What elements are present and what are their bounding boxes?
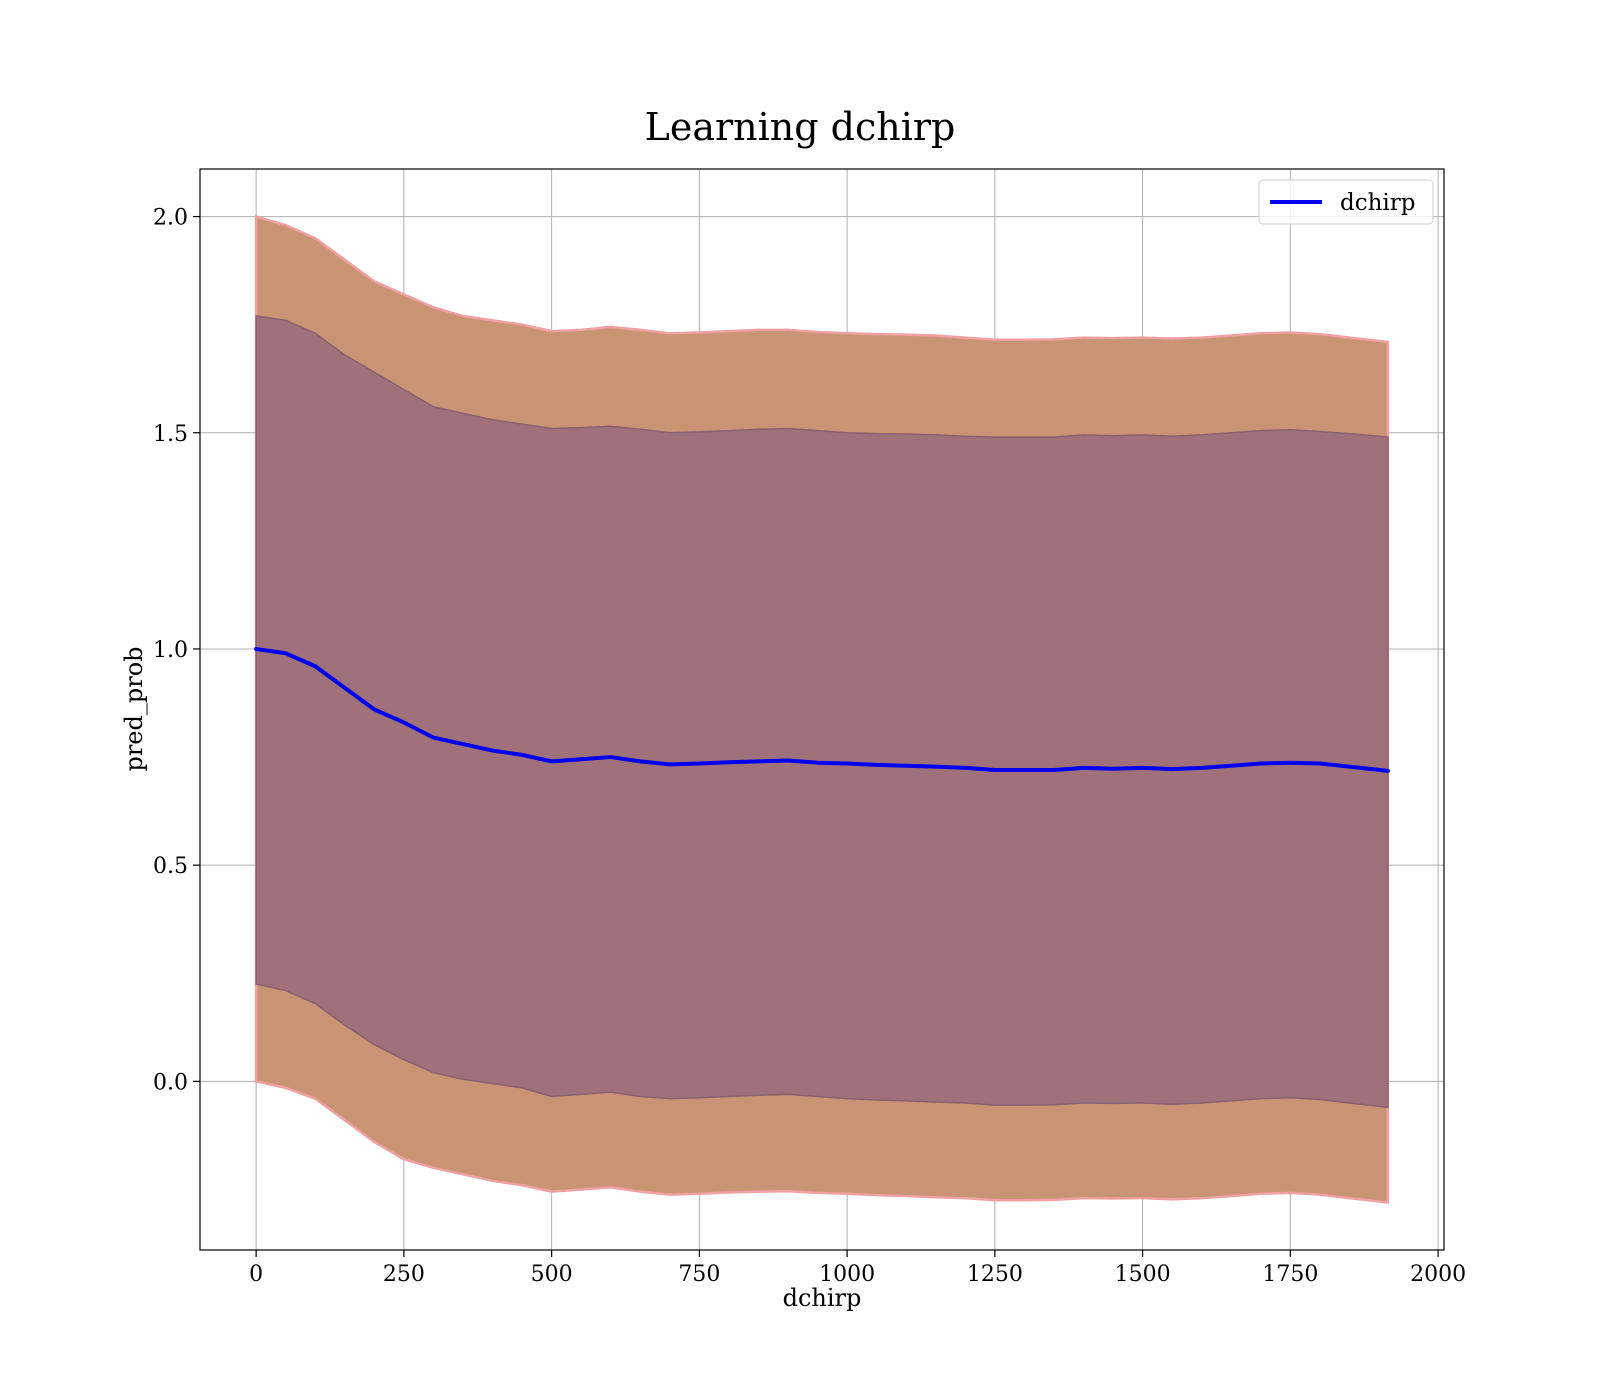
y-tick-label-3: 1.5	[153, 422, 188, 447]
x-tick-label-5: 1250	[967, 1262, 1023, 1287]
x-axis-ticks: 0 250 500 750 1000 1250 1500 1750 2000	[249, 1250, 1466, 1287]
chart-title: Learning dchirp	[645, 105, 956, 149]
bands	[254, 214, 1390, 1204]
y-axis-label: pred_prob	[120, 646, 148, 771]
x-tick-label-8: 2000	[1410, 1262, 1466, 1287]
plot-frame	[199, 168, 1445, 1251]
series	[254, 646, 1390, 773]
x-tick-label-3: 750	[678, 1262, 720, 1287]
x-tick-label-4: 1000	[819, 1262, 875, 1287]
y-axis-ticks: 0.0 0.5 1.0 1.5 2.0	[153, 206, 200, 1095]
series-line-0	[254, 646, 1390, 773]
x-tick-label-1: 250	[383, 1262, 425, 1287]
x-tick-label-2: 500	[531, 1262, 573, 1287]
x-axis-label: dchirp	[783, 1284, 862, 1312]
y-tick-label-0: 0.0	[153, 1070, 188, 1095]
y-tick-label-1: 0.5	[153, 854, 188, 879]
confidence-band-1	[255, 315, 1389, 1109]
y-tick-label-2: 1.0	[153, 638, 188, 663]
legend-label: dchirp	[1340, 190, 1416, 216]
y-tick-label-4: 2.0	[153, 206, 188, 231]
legend-box	[1258, 179, 1434, 225]
x-tick-label-6: 1500	[1115, 1262, 1171, 1287]
x-tick-label-0: 0	[249, 1262, 263, 1287]
legend: dchirp	[1258, 179, 1434, 225]
x-tick-label-7: 1750	[1262, 1262, 1318, 1287]
